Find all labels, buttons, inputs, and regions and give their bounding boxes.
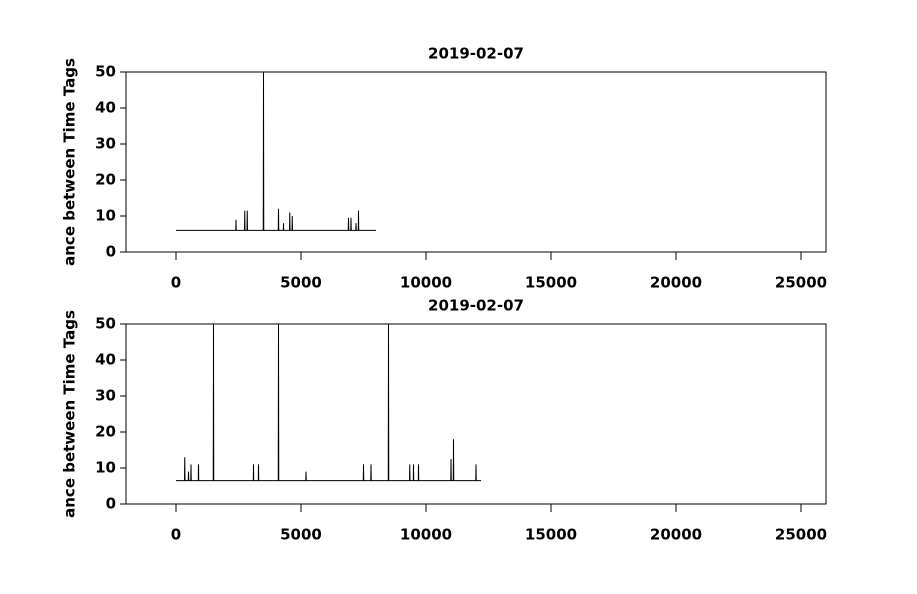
y-tick-label: 40 xyxy=(95,351,116,369)
trace xyxy=(176,71,376,231)
y-tick-label: 50 xyxy=(95,63,116,81)
x-tick-label: 0 xyxy=(171,274,181,292)
y-tick-label: 40 xyxy=(95,99,116,117)
plot-frame xyxy=(125,323,827,505)
y-tick-label: 30 xyxy=(95,135,116,153)
x-tick-label: 15000 xyxy=(525,274,577,292)
plot-frame xyxy=(125,71,827,253)
y-tick-label: 30 xyxy=(95,387,116,405)
x-tick-label: 10000 xyxy=(400,526,452,544)
x-tick-label: 25000 xyxy=(775,274,827,292)
x-tick-label: 5000 xyxy=(280,274,322,292)
trace xyxy=(176,323,481,482)
y-tick-label: 0 xyxy=(106,495,116,513)
y-tick-label: 10 xyxy=(95,207,116,225)
x-tick-label: 10000 xyxy=(400,274,452,292)
y-axis-label: ance between Time Tags xyxy=(61,58,79,266)
x-tick-label: 20000 xyxy=(650,526,702,544)
x-tick-label: 5000 xyxy=(280,526,322,544)
chart-title: 2019-02-07 xyxy=(428,297,524,315)
x-tick-label: 0 xyxy=(171,526,181,544)
y-tick-label: 50 xyxy=(95,315,116,333)
y-tick-label: 0 xyxy=(106,243,116,261)
y-tick-label: 10 xyxy=(95,459,116,477)
x-tick-label: 15000 xyxy=(525,526,577,544)
x-tick-label: 20000 xyxy=(650,274,702,292)
y-tick-label: 20 xyxy=(95,171,116,189)
y-axis-label: ance between Time Tags xyxy=(61,310,79,518)
x-tick-label: 25000 xyxy=(775,526,827,544)
chart-title: 2019-02-07 xyxy=(428,45,524,63)
y-tick-label: 20 xyxy=(95,423,116,441)
